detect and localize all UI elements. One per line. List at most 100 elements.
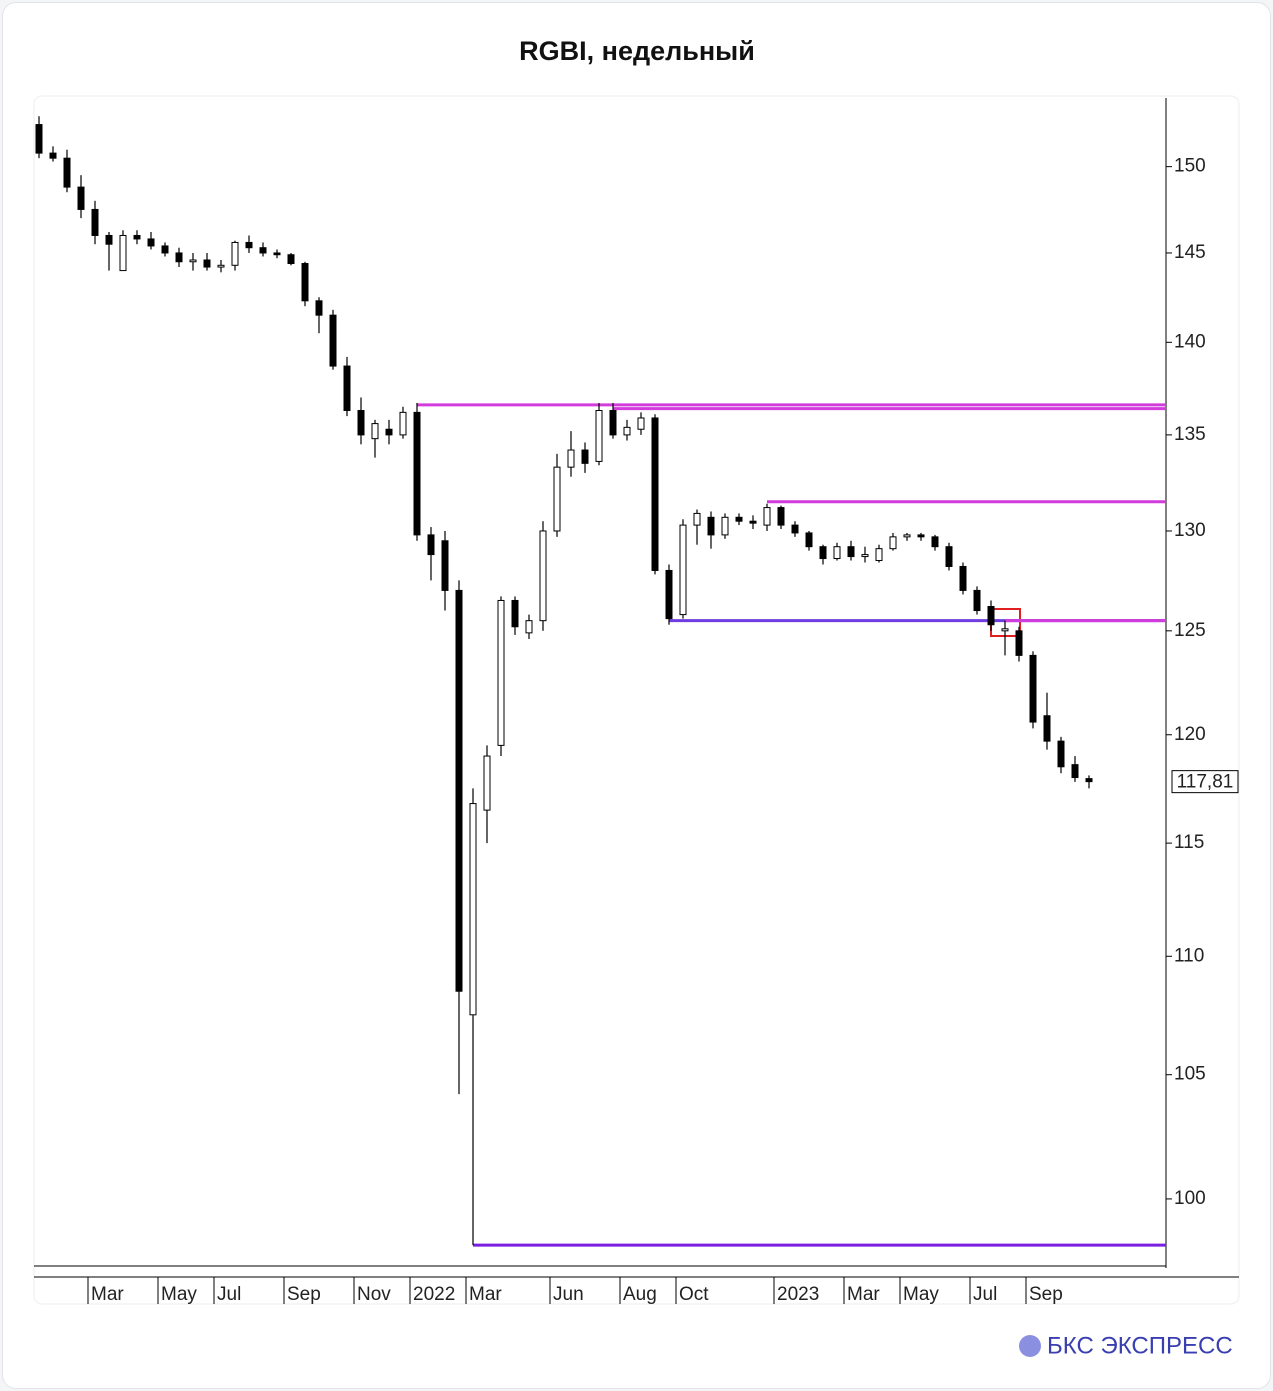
- candle-body: [665, 569, 673, 620]
- candle-body: [693, 512, 701, 526]
- y-tick-label: 140: [1174, 331, 1206, 352]
- candle-body: [91, 208, 99, 236]
- candle-body: [749, 520, 757, 524]
- candle-body: [847, 546, 855, 558]
- candle-body: [553, 466, 561, 532]
- candle-body: [217, 264, 225, 268]
- candle-body: [49, 152, 57, 159]
- candle-body: [651, 417, 659, 571]
- brand: БКС ЭКСПРЕСС: [1047, 1332, 1233, 1359]
- x-tick-label: Mar: [847, 1284, 880, 1305]
- candle-body: [623, 426, 631, 436]
- candle-body: [441, 540, 449, 591]
- x-tick-label: Jul: [217, 1284, 241, 1305]
- last-price-box: [1171, 770, 1239, 794]
- candle-body: [819, 546, 827, 560]
- x-tick-label: Nov: [357, 1284, 391, 1305]
- candle-body: [679, 524, 687, 616]
- candle-body: [1057, 740, 1065, 768]
- candle-body: [343, 365, 351, 411]
- candle-body: [413, 411, 421, 536]
- candle-body: [175, 252, 183, 263]
- x-tick-label: Mar: [91, 1284, 124, 1305]
- candle-body: [567, 449, 575, 468]
- candle-body: [875, 548, 883, 562]
- candle-body: [399, 411, 407, 436]
- x-tick-label: 2022: [413, 1284, 455, 1305]
- candle-body: [1029, 654, 1037, 723]
- candle-body: [763, 507, 771, 526]
- candle-body: [917, 534, 925, 538]
- candle-body: [35, 124, 43, 154]
- y-tick-label: 110: [1174, 945, 1204, 966]
- candle-body: [245, 241, 253, 249]
- chart-title: RGBI, недельный: [519, 36, 755, 66]
- candle-body: [1015, 630, 1023, 656]
- y-tick-label: 145: [1174, 242, 1206, 263]
- x-tick-label: Oct: [679, 1284, 709, 1305]
- x-tick-label: Mar: [469, 1284, 502, 1305]
- candle-body: [371, 423, 379, 440]
- candle-body: [259, 247, 267, 254]
- y-tick-label: 120: [1174, 724, 1206, 745]
- candle-body: [609, 409, 617, 436]
- candle-body: [525, 620, 533, 634]
- candle-body: [385, 428, 393, 436]
- candle-body: [287, 254, 295, 265]
- candle-body: [595, 409, 603, 462]
- candle-body: [791, 524, 799, 534]
- candle-body: [861, 554, 869, 558]
- candle-body: [735, 516, 743, 522]
- candle-body: [1085, 778, 1093, 783]
- candle-body: [483, 755, 491, 811]
- candle-body: [889, 536, 897, 550]
- candle-body: [329, 314, 337, 367]
- brand-logo: [1019, 1335, 1041, 1357]
- candle-body: [707, 516, 715, 536]
- candle-body: [77, 186, 85, 210]
- y-tick-label: 100: [1174, 1188, 1206, 1209]
- candle-body: [777, 507, 785, 526]
- candle-body: [931, 536, 939, 548]
- x-tick-label: Jul: [973, 1284, 997, 1305]
- last-price-label: 117,81: [1177, 772, 1234, 793]
- candle-body: [1071, 764, 1079, 779]
- plot-panel: [33, 95, 1240, 1305]
- x-tick-label: Jun: [553, 1284, 584, 1305]
- candle-body: [539, 530, 547, 622]
- candle-body: [203, 259, 211, 268]
- candle-body: [833, 546, 841, 560]
- y-tick-label: 150: [1174, 156, 1206, 177]
- candle-body: [427, 534, 435, 556]
- candle-body: [1043, 715, 1051, 742]
- y-tick-label: 130: [1174, 520, 1206, 541]
- candle-body: [189, 259, 197, 263]
- x-tick-label: May: [161, 1284, 197, 1305]
- candle-body: [357, 409, 365, 436]
- x-tick-label: Aug: [623, 1284, 657, 1305]
- candle-body: [511, 599, 519, 628]
- candle-body: [805, 532, 813, 548]
- x-tick-label: May: [903, 1284, 939, 1305]
- candle-body: [231, 241, 239, 266]
- candle-body: [959, 565, 967, 591]
- candle-body: [301, 263, 309, 302]
- x-tick-label: Sep: [287, 1284, 321, 1305]
- candle-body: [1001, 628, 1009, 632]
- y-tick-label: 105: [1174, 1064, 1206, 1085]
- candle-body: [973, 589, 981, 612]
- candle-body: [315, 300, 323, 316]
- y-tick-label: 135: [1174, 424, 1206, 445]
- candle-body: [133, 234, 141, 240]
- candle-body: [147, 238, 155, 247]
- candle-body: [273, 252, 281, 256]
- x-tick-label: 2023: [777, 1284, 819, 1305]
- candle-body: [469, 803, 477, 1016]
- x-tick-label: Sep: [1029, 1284, 1063, 1305]
- candle-body: [455, 589, 463, 992]
- candle-body: [721, 516, 729, 536]
- candle-body: [105, 234, 113, 245]
- candle-body: [497, 599, 505, 746]
- candle-body: [903, 534, 911, 538]
